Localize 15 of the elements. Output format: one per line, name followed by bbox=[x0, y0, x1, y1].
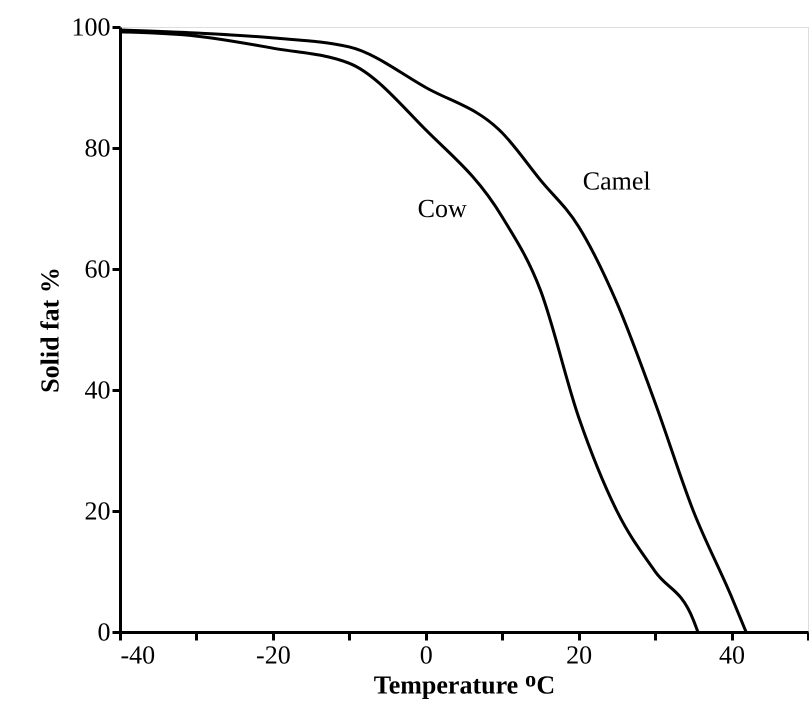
series-label: Cow bbox=[418, 194, 467, 223]
y-tick-label: 20 bbox=[84, 496, 110, 526]
y-axis-title: Solid fat % bbox=[36, 267, 64, 393]
x-tick-label: 40 bbox=[719, 640, 746, 670]
y-tick-label: 60 bbox=[84, 254, 110, 284]
series-label: Camel bbox=[582, 166, 651, 196]
x-tick-label: -40 bbox=[120, 640, 156, 670]
x-tick-label: 20 bbox=[566, 640, 592, 670]
x-tick-label: -20 bbox=[256, 640, 291, 670]
y-tick-label: 40 bbox=[84, 376, 110, 404]
x-axis-title: Temperature ᴼC bbox=[374, 670, 556, 700]
y-tick-label: 80 bbox=[84, 134, 110, 162]
x-tick-label: 0 bbox=[420, 640, 433, 670]
y-tick-label: 100 bbox=[72, 12, 110, 42]
y-tick-label: 0 bbox=[98, 618, 110, 646]
